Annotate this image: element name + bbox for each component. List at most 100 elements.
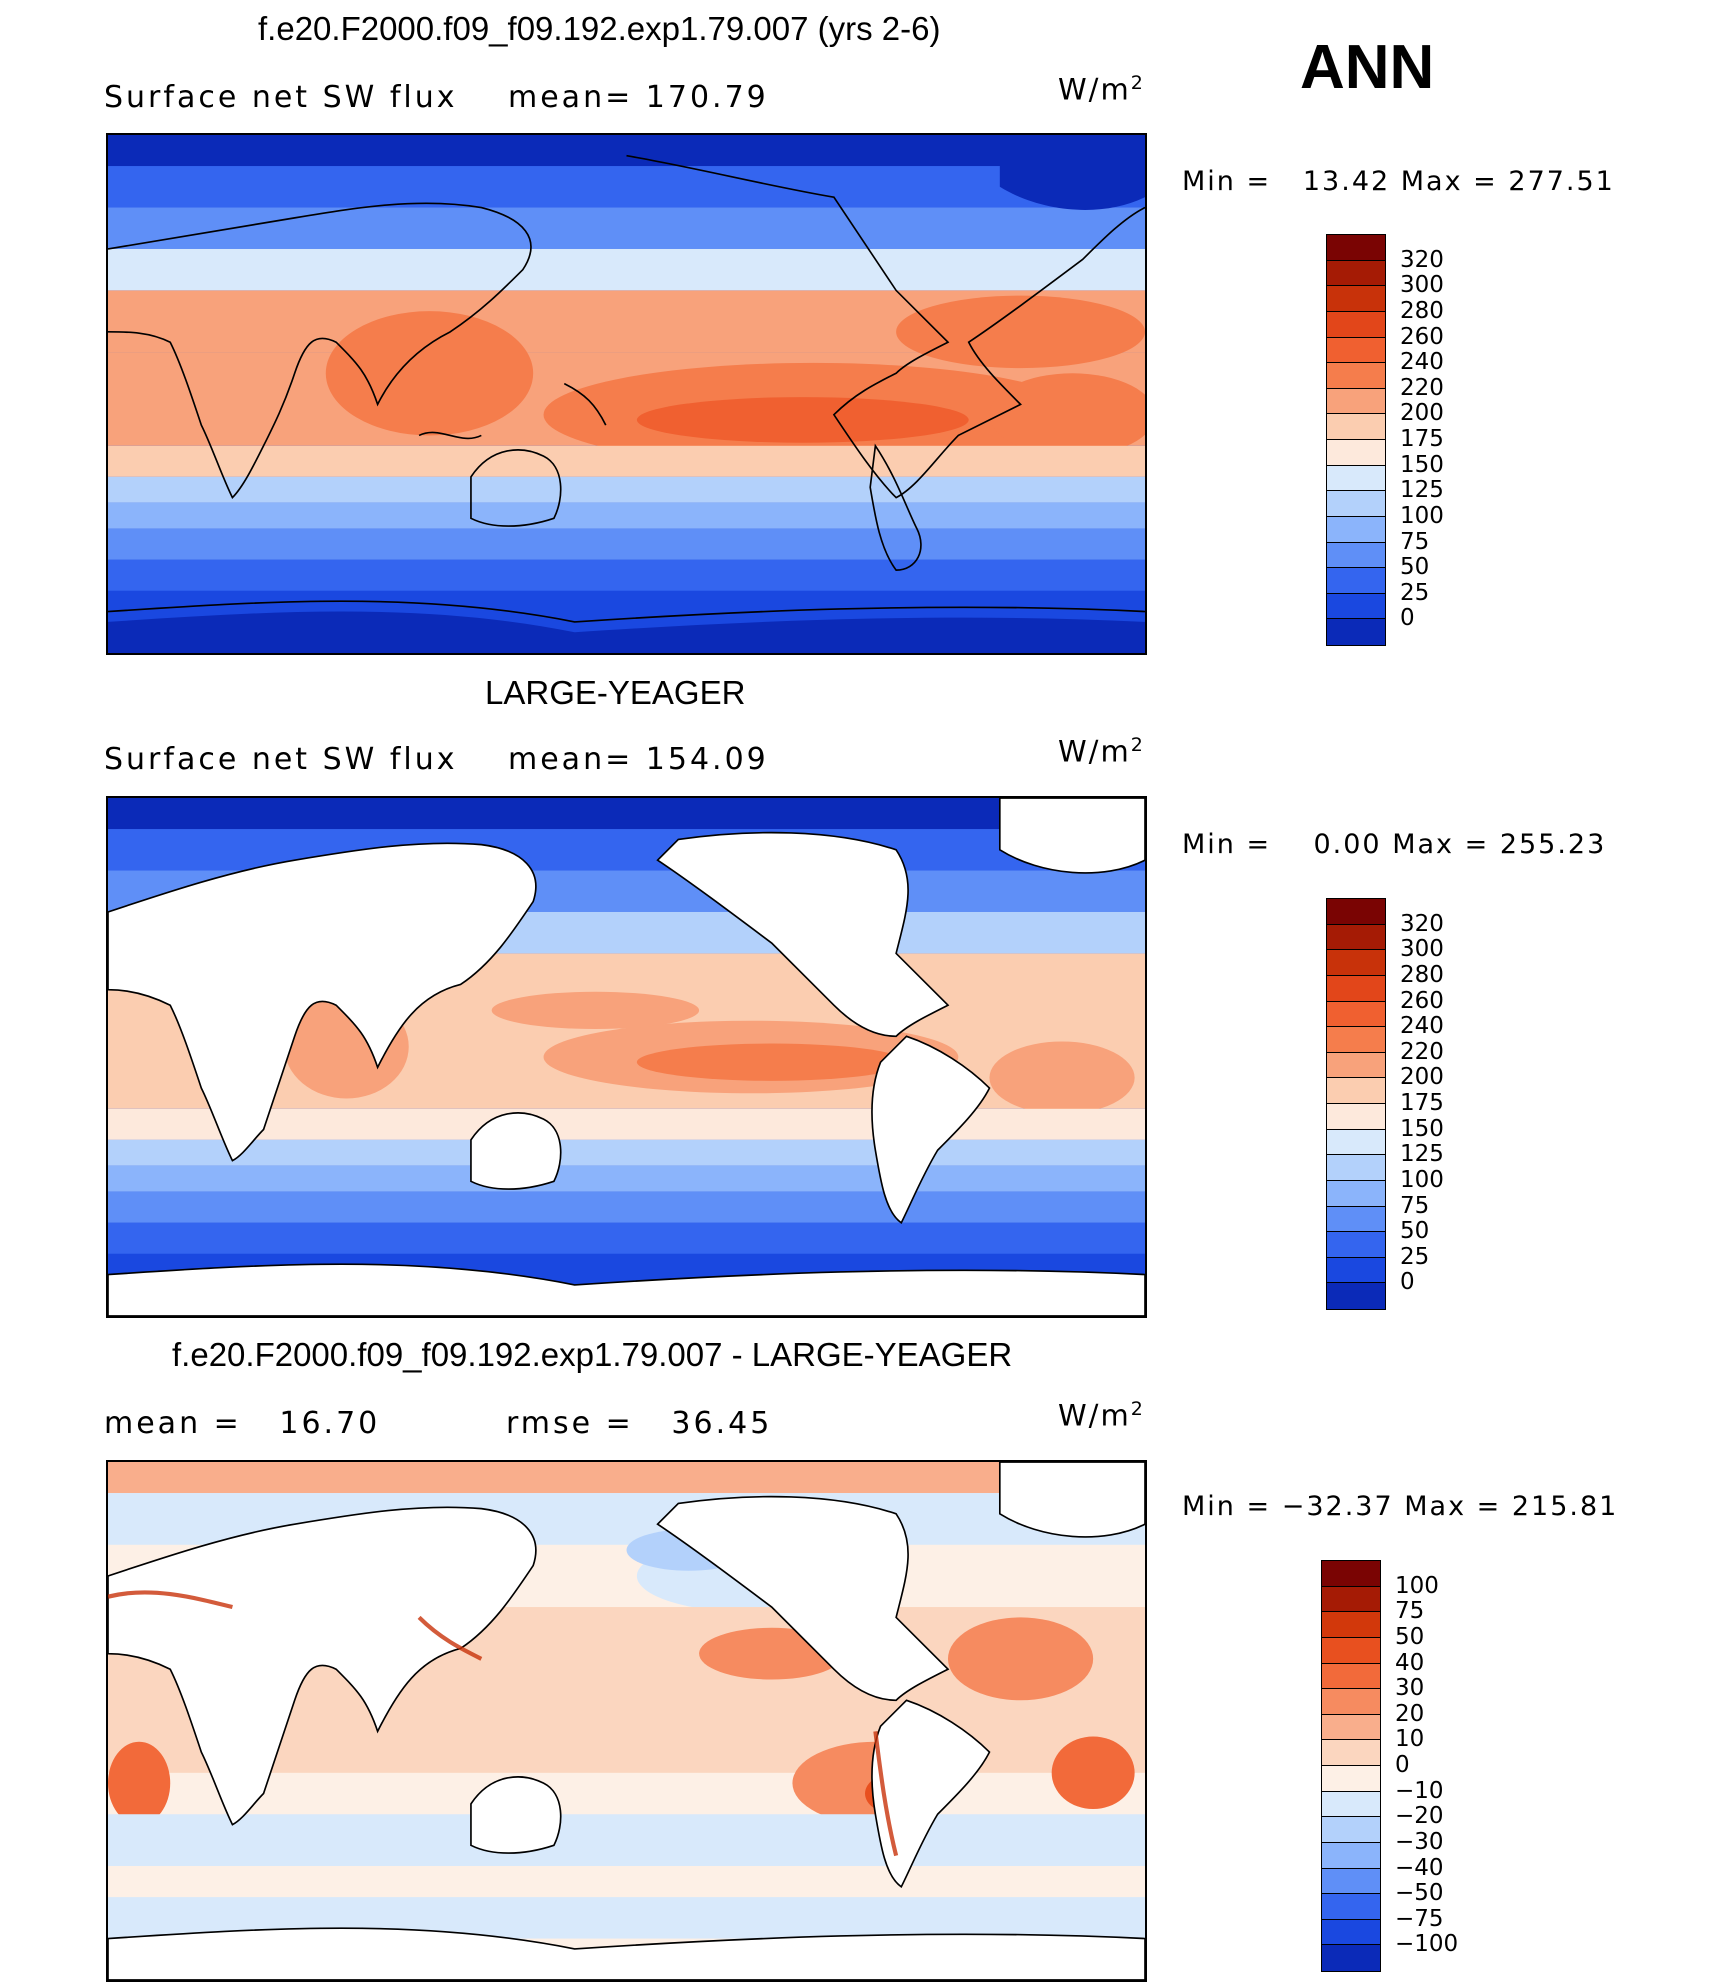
colorbar-tick-label: −50 (1395, 1880, 1444, 1907)
panel-2-colorbar (1326, 898, 1386, 1310)
colorbar-tick-label: 125 (1400, 1141, 1444, 1168)
colorbar-swatch (1327, 542, 1385, 569)
colorbar-swatch (1327, 414, 1385, 440)
colorbar-tick-label: 0 (1395, 1752, 1410, 1778)
colorbar-swatch (1327, 1257, 1385, 1284)
panel-1-mean: mean= 170.79 (508, 80, 769, 115)
colorbar-tick-label: 50 (1395, 1623, 1425, 1650)
colorbar-tick-label: 220 (1400, 1038, 1444, 1065)
colorbar-swatch (1327, 1052, 1385, 1079)
colorbar-swatch (1327, 311, 1385, 338)
colorbar-tick-label: 280 (1400, 297, 1444, 324)
colorbar-tick-label: 200 (1400, 1064, 1444, 1091)
colorbar-tick-label: 320 (1400, 910, 1444, 937)
panel-1-minmax: Min = 13.42 Max = 277.51 (1182, 166, 1615, 197)
colorbar-tick-label: 175 (1400, 1090, 1444, 1116)
colorbar-swatch (1327, 465, 1385, 492)
panel-2-map (106, 796, 1147, 1318)
panel-1-variable-label: Surface net SW flux (104, 80, 458, 115)
colorbar-tick-label: −100 (1395, 1931, 1459, 1958)
colorbar-swatch (1327, 1180, 1385, 1207)
colorbar-swatch (1327, 1027, 1385, 1053)
panel-2-min-value: 0.00 (1313, 829, 1382, 860)
panel-2-units: W/m2 (1058, 734, 1145, 769)
colorbar-tick-label: 150 (1400, 1115, 1444, 1142)
colorbar-swatch (1327, 619, 1385, 645)
panel-3-map (106, 1460, 1147, 1982)
colorbar-tick-label: 30 (1395, 1675, 1425, 1702)
colorbar-swatch (1327, 491, 1385, 517)
colorbar-swatch (1322, 1868, 1380, 1895)
colorbar-swatch (1322, 1842, 1380, 1869)
panel-1-max-value: 277.51 (1508, 166, 1615, 197)
colorbar-swatch (1327, 337, 1385, 364)
colorbar-swatch (1322, 1945, 1380, 1971)
panel-2-mean: mean= 154.09 (508, 742, 769, 777)
colorbar-swatch (1327, 950, 1385, 976)
colorbar-swatch (1322, 1637, 1380, 1664)
colorbar-tick-label: 20 (1395, 1700, 1425, 1727)
colorbar-swatch (1322, 1919, 1380, 1946)
colorbar-swatch (1327, 1155, 1385, 1181)
colorbar-tick-label: 260 (1400, 323, 1444, 350)
panel-3-title: f.e20.F2000.f09_f09.192.exp1.79.007 - LA… (172, 1336, 1013, 1373)
colorbar-swatch (1327, 260, 1385, 287)
colorbar-tick-label: 100 (1400, 502, 1444, 529)
colorbar-swatch (1327, 1129, 1385, 1156)
colorbar-tick-label: 40 (1395, 1649, 1425, 1676)
panel-3-colorbar (1321, 1560, 1381, 1972)
colorbar-tick-label: 280 (1400, 961, 1444, 988)
colorbar-swatch (1327, 516, 1385, 543)
colorbar-swatch (1327, 924, 1385, 951)
colorbar-tick-label: 200 (1400, 400, 1444, 427)
colorbar-tick-label: 25 (1400, 1243, 1430, 1270)
panel-2-mean-value: 154.09 (645, 742, 769, 777)
colorbar-tick-label: 0 (1400, 605, 1415, 632)
colorbar-tick-label: −40 (1395, 1854, 1444, 1881)
colorbar-swatch (1327, 568, 1385, 594)
panel-2-map-svg (108, 798, 1145, 1316)
panel-3-rmse: rmse = 36.45 (506, 1406, 772, 1441)
colorbar-tick-label: 150 (1400, 451, 1444, 478)
colorbar-swatch (1322, 1714, 1380, 1741)
colorbar-swatch (1327, 440, 1385, 466)
colorbar-swatch (1327, 388, 1385, 415)
colorbar-tick-label: 240 (1400, 1013, 1444, 1040)
panel-2-variable-label: Surface net SW flux (104, 742, 458, 777)
panel-3-min-value: −32.37 (1281, 1491, 1394, 1522)
colorbar-tick-label: 320 (1400, 246, 1444, 273)
colorbar-swatch (1322, 1817, 1380, 1843)
colorbar-tick-label: 10 (1395, 1726, 1425, 1753)
panel-1-mean-label: mean= (508, 80, 634, 115)
colorbar-tick-label: 300 (1400, 936, 1444, 963)
panel-2-mean-label: mean= (508, 742, 634, 777)
colorbar-swatch (1322, 1663, 1380, 1690)
colorbar-swatch (1322, 1766, 1380, 1792)
colorbar-tick-label: 50 (1400, 1218, 1430, 1245)
colorbar-swatch (1327, 593, 1385, 620)
colorbar-tick-label: 75 (1400, 528, 1430, 555)
panel-3-map-svg (108, 1462, 1145, 1980)
panel-2-max-value: 255.23 (1499, 829, 1607, 860)
colorbar-swatch (1327, 1001, 1385, 1028)
colorbar-tick-label: 75 (1395, 1598, 1425, 1625)
panel-1-title: f.e20.F2000.f09_f09.192.exp1.79.007 (yrs… (258, 10, 941, 47)
colorbar-tick-label: 50 (1400, 554, 1430, 581)
colorbar-tick-label: −10 (1395, 1777, 1444, 1804)
panel-1-units: W/m2 (1058, 72, 1145, 107)
colorbar-swatch (1327, 286, 1385, 312)
panel-3-mean: mean = 16.70 (104, 1406, 380, 1441)
panel-3-units: W/m2 (1058, 1398, 1145, 1433)
colorbar-swatch (1327, 235, 1385, 261)
colorbar-swatch (1327, 1283, 1385, 1309)
colorbar-tick-label: 75 (1400, 1192, 1430, 1219)
colorbar-tick-label: −30 (1395, 1828, 1444, 1855)
colorbar-swatch (1327, 975, 1385, 1002)
colorbar-swatch (1322, 1561, 1380, 1587)
colorbar-tick-label: −75 (1395, 1905, 1444, 1932)
colorbar-swatch (1327, 1104, 1385, 1130)
colorbar-swatch (1322, 1791, 1380, 1818)
colorbar-tick-label: 300 (1400, 272, 1444, 299)
colorbar-swatch (1322, 1894, 1380, 1920)
panel-3-rmse-label: rmse = (506, 1406, 634, 1441)
